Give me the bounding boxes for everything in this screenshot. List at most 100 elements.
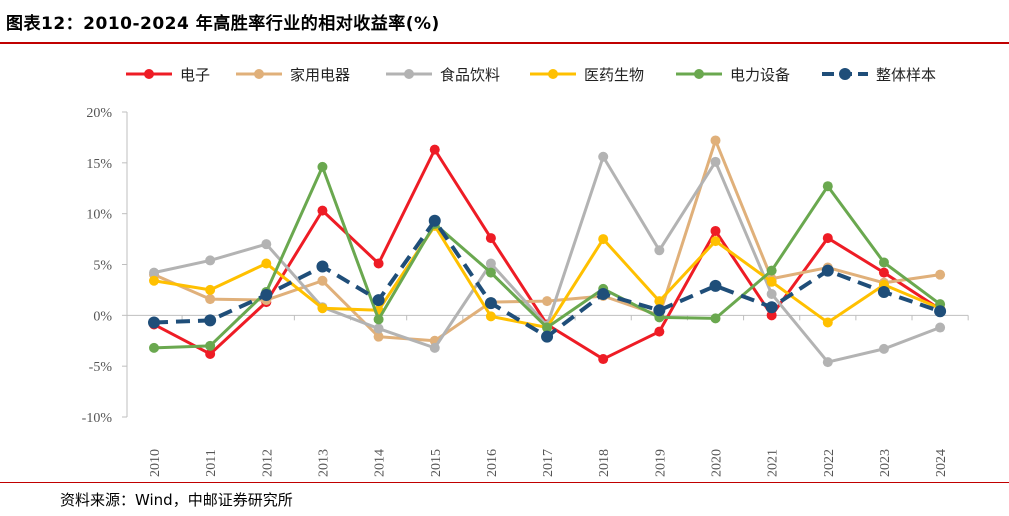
y-tick-label: 20% (86, 106, 112, 121)
data-point (485, 233, 496, 244)
data-point (822, 181, 833, 192)
x-tick-label: 2018 (597, 449, 612, 477)
data-point (710, 156, 721, 167)
data-point (822, 317, 833, 328)
data-point (654, 296, 665, 307)
x-tick-label: 2015 (429, 449, 444, 477)
x-tick-label: 2024 (934, 449, 949, 477)
data-point (710, 236, 721, 247)
data-point (316, 260, 329, 273)
series-line (153, 138, 941, 343)
data-point (485, 311, 496, 322)
data-point (542, 322, 553, 333)
data-point (935, 322, 946, 333)
data-point (317, 303, 328, 314)
series-layer (148, 135, 947, 368)
title-divider (0, 42, 1009, 44)
data-point (878, 343, 889, 354)
data-point (765, 301, 778, 314)
data-point (710, 135, 721, 146)
data-point (710, 225, 721, 236)
source-note: 资料来源：Wind，中邮证券研究所 (60, 491, 293, 509)
legend-label: 医药生物 (584, 66, 644, 84)
data-point (317, 205, 328, 216)
data-point (766, 288, 777, 299)
data-point (485, 258, 496, 269)
data-point (428, 214, 441, 227)
data-point (710, 313, 721, 324)
legend-label: 食品饮料 (440, 66, 500, 84)
y-tick-label: -5% (89, 360, 113, 375)
data-point (822, 357, 833, 368)
x-tick-label: 2010 (148, 449, 163, 477)
x-tick-label: 2021 (766, 449, 781, 477)
x-tick-label: 2019 (653, 449, 668, 477)
data-point (429, 144, 440, 155)
y-tick-label: 15% (86, 157, 112, 172)
legend-swatch-marker (548, 69, 558, 79)
x-tick-label: 2012 (260, 449, 275, 477)
legend-swatch-marker (144, 69, 154, 79)
data-point (149, 275, 159, 286)
data-point (709, 279, 722, 292)
data-point (205, 294, 216, 305)
data-point (484, 297, 497, 310)
data-point (148, 316, 160, 329)
data-point (149, 267, 159, 278)
legend-swatch-marker (254, 69, 264, 79)
data-point (373, 258, 384, 269)
data-point (373, 314, 384, 325)
axes: 20% 15% 10% 5% 0% -5% -10% 2010 2011 2012 2013 2014… (82, 106, 969, 477)
x-tick-label: 2023 (878, 449, 893, 477)
data-point (597, 287, 610, 300)
data-point (317, 161, 328, 172)
data-point (598, 151, 609, 162)
data-point (822, 233, 833, 244)
y-tick-label: 5% (93, 259, 112, 274)
data-point (261, 258, 272, 269)
data-point (653, 304, 666, 317)
legend-label: 家用电器 (290, 66, 350, 84)
data-point (766, 265, 777, 276)
legend-label: 电力设备 (730, 66, 790, 84)
y-tick-label: -10% (82, 411, 113, 426)
data-point (373, 331, 384, 342)
line-chart: 电子 家用电器 食品饮料 医药生物 电力设备 整体样本 20% 15% 10% 5% 0% -5% -… (82, 66, 969, 477)
legend-swatch-marker (694, 69, 704, 79)
data-point (204, 314, 217, 327)
x-tick-label: 2014 (373, 449, 388, 477)
data-point (205, 255, 216, 266)
legend: 电子 家用电器 食品饮料 医药生物 电力设备 整体样本 (126, 66, 936, 84)
legend-label: 电子 (180, 66, 210, 84)
data-point (821, 264, 834, 277)
data-point (598, 234, 609, 245)
data-point (542, 296, 553, 307)
data-point (541, 330, 554, 343)
y-tick-label: 10% (86, 208, 112, 223)
data-point (429, 342, 440, 353)
title-bar: 图表12：2010-2024 年高胜率行业的相对收益率(%) (0, 0, 1009, 43)
data-point (654, 326, 665, 337)
data-point (205, 340, 216, 351)
data-point (934, 305, 947, 318)
data-point (373, 323, 384, 334)
x-tick-label: 2011 (204, 449, 219, 476)
x-tick-label: 2017 (541, 449, 556, 477)
data-point (485, 267, 496, 278)
x-tick-label: 2016 (485, 449, 500, 477)
legend-swatch-marker (839, 68, 851, 80)
data-point (766, 310, 777, 321)
x-tick-label: 2022 (822, 449, 837, 477)
data-point (654, 245, 665, 256)
data-point (149, 342, 159, 353)
y-tick-label: 0% (93, 309, 112, 324)
data-point (372, 294, 385, 307)
data-point (260, 289, 273, 301)
data-point (317, 275, 328, 286)
data-point (261, 239, 272, 250)
data-point (598, 354, 609, 365)
data-point (205, 284, 216, 295)
data-point (935, 269, 946, 280)
data-point (766, 276, 777, 287)
x-tick-label: 2013 (316, 449, 331, 477)
